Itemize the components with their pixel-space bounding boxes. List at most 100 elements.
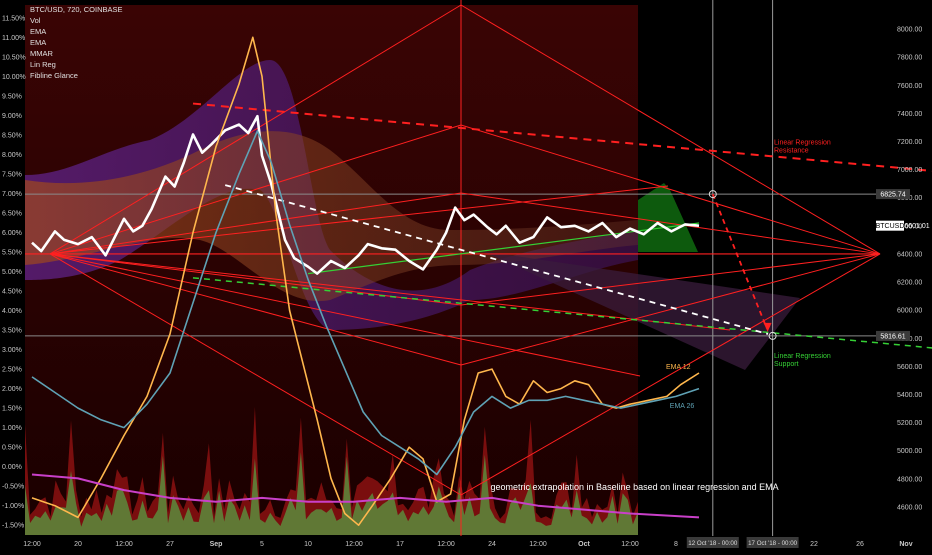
- fib-line: [49, 253, 462, 366]
- price-badge-low: 5816.61: [876, 330, 910, 341]
- volume-histogram: [25, 406, 638, 535]
- left-axis-tick: 7.50%: [2, 171, 22, 178]
- x-axis-tick: 12:00: [23, 541, 41, 548]
- regression-resistance-line: [192, 102, 932, 172]
- legend-item-lin-reg[interactable]: Lin Reg: [30, 60, 56, 69]
- series-line-1: [31, 36, 700, 526]
- right-axis-tick: 6600.00: [897, 223, 922, 230]
- support-label-line1: Linear Regression: [774, 353, 831, 360]
- legend-item-mmar[interactable]: MMAR: [30, 49, 53, 58]
- projection-end-marker: [768, 331, 777, 340]
- svg-text:6601.01: 6601.01: [904, 223, 929, 230]
- price-badge-high: 6825.74: [876, 189, 910, 200]
- right-axis-tick: 7800.00: [897, 55, 922, 62]
- x-axis-tick: Oct: [578, 541, 590, 548]
- x-axis-tick: 12:00: [529, 541, 547, 548]
- x-axis-tick: 20: [74, 541, 82, 548]
- left-axis-tick: 4.00%: [2, 308, 22, 315]
- right-axis-tick: 6200.00: [897, 280, 922, 287]
- volume-area-green: [25, 452, 638, 535]
- right-axis-tick: 7000.00: [897, 167, 922, 174]
- support-label-line2: Support: [774, 361, 799, 368]
- legend-item-ema-2[interactable]: EMA: [30, 38, 46, 47]
- right-axis-tick: 5600.00: [897, 364, 922, 371]
- axes-layer: 11.50% 11.00% 10.50% 10.00% 9.50% 9.00% 8.50% 8…: [2, 15, 922, 548]
- price-badge-symbol: BTCUSD 6601.01: [876, 220, 930, 231]
- left-axis-tick: 11.50%: [2, 15, 25, 22]
- left-axis-tick: 9.50%: [2, 93, 22, 100]
- fib-line: [49, 185, 669, 255]
- symbol-title: BTC/USD, 720, COINBASE: [30, 5, 123, 14]
- fib-line: [49, 253, 731, 331]
- x-axis-tick: 22: [810, 541, 818, 548]
- svg-text:6825.74: 6825.74: [880, 192, 905, 199]
- left-axis-tick: 1.00%: [2, 425, 22, 432]
- right-axis-tick: 7400.00: [897, 111, 922, 118]
- x-axis-tick: Sep: [210, 541, 223, 548]
- left-axis-tick: 8.50%: [2, 132, 22, 139]
- series-layer: [31, 36, 700, 526]
- right-axis-tick: 5200.00: [897, 420, 922, 427]
- left-axis-tick: 10.50%: [2, 54, 26, 61]
- left-axis-tick: -1.00%: [2, 503, 24, 510]
- fib-line: [460, 253, 881, 306]
- x-axis-tick: 17: [396, 541, 404, 548]
- left-axis-tick: 11.00%: [2, 35, 25, 42]
- right-axis-tick: 6000.00: [897, 308, 922, 315]
- projection-start-marker: [708, 190, 717, 199]
- x-axis-tick: 12:00: [621, 541, 639, 548]
- resistance-label-line2: Resistance: [774, 148, 809, 155]
- x-axis-tick: 27: [166, 541, 174, 548]
- right-axis-tick: 7600.00: [897, 83, 922, 90]
- fib-line: [49, 253, 641, 377]
- left-axis-tick: 2.50%: [2, 367, 22, 374]
- legend-item-fibline-glance[interactable]: Fibline Glance: [30, 71, 78, 80]
- left-axis-tick: 3.50%: [2, 328, 22, 335]
- right-axis-tick: 5400.00: [897, 392, 922, 399]
- right-axis-tick: 6400.00: [897, 251, 922, 258]
- left-axis-tick: 2.00%: [2, 386, 22, 393]
- time-badge-1: 12 Oct '18 - 00:00: [686, 537, 739, 548]
- x-axis-tick: 5: [260, 541, 264, 548]
- left-axis-tick: 6.00%: [2, 230, 22, 237]
- svg-text:12 Oct '18 - 00:00: 12 Oct '18 - 00:00: [688, 540, 738, 547]
- caption-text: geometric extrapolation in Baseline base…: [491, 482, 779, 492]
- fib-line: [49, 253, 462, 496]
- left-axis-tick: 1.50%: [2, 406, 22, 413]
- regression-support-line: [192, 277, 932, 349]
- fib-line: [460, 253, 881, 496]
- left-axis-tick: -0.50%: [2, 484, 24, 491]
- projection-arrowhead: [763, 322, 772, 332]
- ema-26-label: EMA 26: [670, 403, 695, 410]
- left-axis-tick: 8.00%: [2, 152, 22, 159]
- left-axis-tick: -1.50%: [2, 523, 24, 530]
- right-axis-tick: 5000.00: [897, 448, 922, 455]
- fib-line: [49, 4, 462, 255]
- legend: BTC/USD, 720, COINBASE Vol EMA EMA MMAR …: [30, 5, 123, 80]
- left-axis-tick: 5.50%: [2, 249, 22, 256]
- fib-line: [460, 4, 881, 255]
- x-axis-tick: 8: [674, 541, 678, 548]
- dashed-projection-line: [224, 184, 769, 335]
- svg-text:5816.61: 5816.61: [880, 333, 905, 340]
- resistance-label-line1: Linear Regression: [774, 140, 831, 147]
- left-axis-tick: 7.00%: [2, 191, 22, 198]
- left-axis-tick: 10.00%: [2, 74, 26, 81]
- x-axis-tick: 12:00: [437, 541, 455, 548]
- right-axis-tick: 8000.00: [897, 27, 922, 34]
- projection-arrow-line: [711, 193, 768, 329]
- legend-item-ema-1[interactable]: EMA: [30, 27, 46, 36]
- right-axis-tick: 7200.00: [897, 139, 922, 146]
- fib-line: [460, 124, 881, 255]
- x-axis-tick: 12:00: [345, 541, 363, 548]
- legend-item-vol[interactable]: Vol: [30, 16, 41, 25]
- left-axis-tick: 6.50%: [2, 210, 22, 217]
- geometric-extrapolation-lines: [49, 0, 932, 536]
- x-axis-tick: 12:00: [115, 541, 133, 548]
- series-line-3: [31, 473, 700, 519]
- left-axis-tick: 3.00%: [2, 347, 22, 354]
- right-axis-tick: 4600.00: [897, 504, 922, 511]
- series-line-2: [31, 130, 700, 476]
